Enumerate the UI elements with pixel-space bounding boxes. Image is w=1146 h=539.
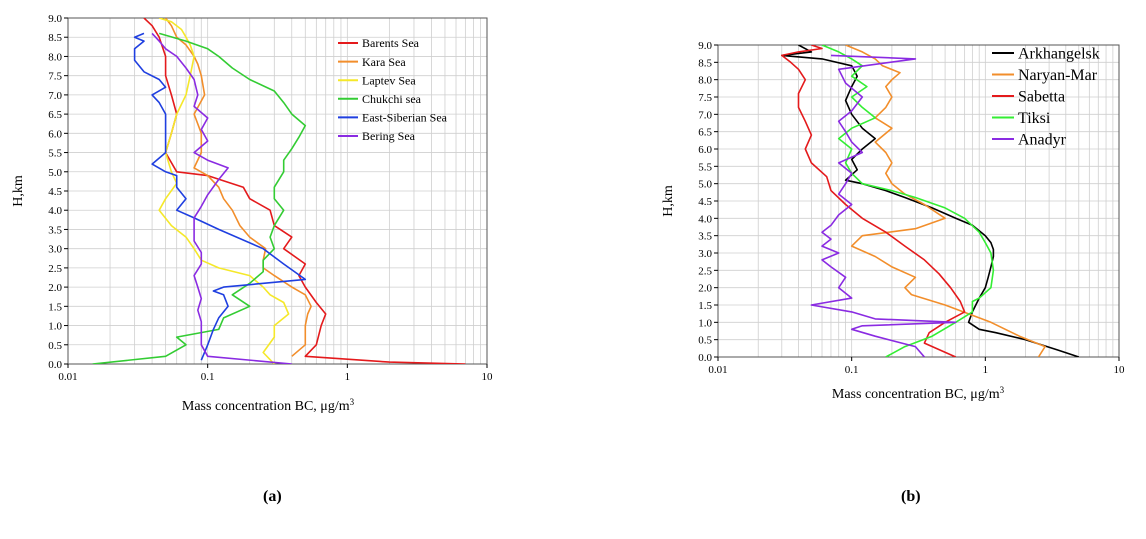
series-line-tiksi bbox=[821, 45, 995, 357]
y-axis-label: H,km bbox=[11, 175, 26, 207]
y-tick-label: 9.0 bbox=[48, 13, 62, 25]
y-tick-label: 4.0 bbox=[698, 213, 712, 225]
legend-label: Kara Sea bbox=[362, 55, 406, 69]
y-tick-label: 5.5 bbox=[48, 148, 62, 160]
y-tick-label: 2.5 bbox=[48, 263, 62, 275]
legend-label: Tiksi bbox=[1018, 110, 1051, 127]
y-tick-label: 4.5 bbox=[698, 196, 712, 208]
y-tick-label: 1.5 bbox=[698, 300, 712, 312]
legend-label: Laptev Sea bbox=[362, 73, 416, 87]
series-line-laptev-sea bbox=[158, 18, 290, 364]
legend-label: Bering Sea bbox=[362, 129, 416, 143]
y-tick-label: 0.5 bbox=[48, 340, 62, 352]
y-axis-label: H,km bbox=[661, 185, 676, 217]
y-tick-label: 0.5 bbox=[698, 335, 712, 347]
series-line-kara-sea bbox=[164, 18, 312, 357]
x-tick-label: 0.1 bbox=[845, 364, 859, 376]
y-tick-label: 7.5 bbox=[698, 92, 712, 104]
y-tick-label: 1.0 bbox=[48, 321, 62, 333]
y-tick-label: 6.5 bbox=[698, 127, 712, 139]
y-tick-label: 1.5 bbox=[48, 301, 62, 313]
x-axis-label: Mass concentration BC, μg/m3 bbox=[182, 397, 355, 414]
legend-label: Chukchi sea bbox=[362, 92, 422, 106]
y-tick-label: 4.0 bbox=[48, 205, 62, 217]
panel-label-a: (a) bbox=[263, 488, 282, 505]
y-tick-label: 6.0 bbox=[48, 128, 62, 140]
x-tick-label: 1 bbox=[345, 371, 351, 383]
y-tick-label: 3.0 bbox=[48, 244, 62, 256]
y-tick-label: 3.5 bbox=[698, 231, 712, 243]
y-tick-label: 0.0 bbox=[48, 359, 62, 371]
series-line-barents-sea bbox=[143, 18, 466, 364]
series-line-anadyr bbox=[810, 54, 957, 357]
legend: Barents Sea Kara Sea Laptev Sea Chukchi sea… bbox=[338, 36, 448, 143]
legend-label: Barents Sea bbox=[362, 36, 420, 50]
series-line-arkhangelsk bbox=[780, 45, 1080, 357]
chart-panel-a: 0.01 0.1 1 10 0.0 0.5 1.0 1.5 2.0 2.5 3.0 3.5 4.0 4.5… bbox=[11, 13, 493, 414]
x-axis-label: Mass concentration BC, μg/m3 bbox=[832, 385, 1005, 402]
series-line-bering-sea bbox=[151, 32, 292, 364]
legend-label: Arkhangelsk bbox=[1018, 46, 1100, 63]
y-tick-label: 6.0 bbox=[698, 144, 712, 156]
y-tick-label: 9.0 bbox=[698, 40, 712, 52]
x-tick-label: 10 bbox=[1114, 364, 1126, 376]
series-line-east-siberian-sea bbox=[133, 32, 307, 361]
legend-label: Sabetta bbox=[1018, 89, 1065, 106]
y-tick-label: 8.5 bbox=[698, 57, 712, 69]
y-tick-label: 3.0 bbox=[698, 248, 712, 260]
grid bbox=[67, 17, 487, 365]
y-tick-label: 7.5 bbox=[48, 71, 62, 83]
y-tick-label: 8.0 bbox=[698, 75, 712, 87]
y-tick-label: 5.0 bbox=[48, 167, 62, 179]
chart-panel-b: 0.01 0.1 1 10 0.0 0.5 1.0 1.5 2.0 2.5 3.0 3.5 4.0 4.5… bbox=[661, 40, 1125, 402]
x-tick-label: 0.01 bbox=[58, 371, 77, 383]
y-tick-label: 8.0 bbox=[48, 51, 62, 63]
y-tick-label: 2.0 bbox=[48, 282, 62, 294]
legend-label: Anadyr bbox=[1018, 132, 1067, 149]
series-line-sabetta bbox=[780, 45, 966, 357]
x-tick-label: 1 bbox=[983, 364, 989, 376]
y-tick-label: 1.0 bbox=[698, 317, 712, 329]
x-tick-label: 10 bbox=[482, 371, 494, 383]
panel-label-b: (b) bbox=[901, 488, 921, 505]
y-tick-label: 5.0 bbox=[698, 179, 712, 191]
y-tick-label: 5.5 bbox=[698, 161, 712, 173]
legend-label: Naryan-Mar bbox=[1018, 67, 1098, 84]
series-group bbox=[92, 18, 466, 364]
y-tick-label: 6.5 bbox=[48, 109, 62, 121]
x-tick-label: 0.1 bbox=[201, 371, 215, 383]
y-tick-label: 2.0 bbox=[698, 283, 712, 295]
y-tick-label: 0.0 bbox=[698, 352, 712, 364]
legend: Arkhangelsk Naryan-Mar Sabetta Tiksi Anadyr bbox=[992, 46, 1100, 149]
y-tick-label: 8.5 bbox=[48, 32, 62, 44]
y-tick-label: 2.5 bbox=[698, 265, 712, 277]
y-tick-label: 3.5 bbox=[48, 224, 62, 236]
y-tick-label: 7.0 bbox=[48, 90, 62, 102]
series-line-naryan-mar bbox=[845, 45, 1046, 357]
x-tick-label: 0.01 bbox=[708, 364, 727, 376]
legend-label: East-Siberian Sea bbox=[362, 111, 448, 125]
y-tick-label: 4.5 bbox=[48, 186, 62, 198]
y-tick-label: 7.0 bbox=[698, 109, 712, 121]
series-group bbox=[780, 45, 1080, 357]
series-line-chukchi-sea bbox=[92, 32, 307, 364]
